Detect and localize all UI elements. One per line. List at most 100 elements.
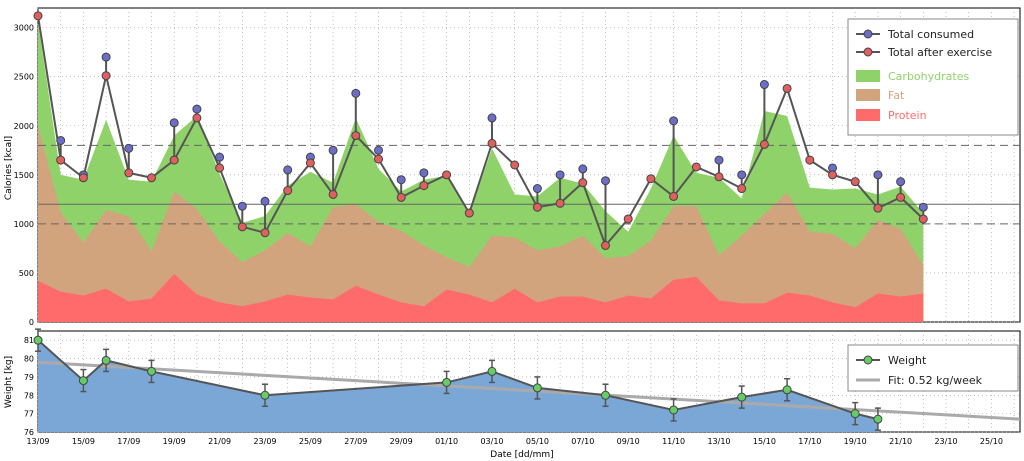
consumed-point xyxy=(555,170,565,180)
weight-point xyxy=(101,355,111,365)
consumed-point xyxy=(873,170,883,180)
consumed-point xyxy=(374,145,383,155)
consumed-point xyxy=(918,202,928,212)
legend-protein-label: Protein xyxy=(888,109,927,122)
after-exercise-point xyxy=(896,192,906,202)
x-tick-label: 21/09 xyxy=(208,437,231,446)
after-exercise-point xyxy=(759,139,769,149)
after-exercise-point xyxy=(169,155,179,165)
after-exercise-point xyxy=(374,154,383,164)
weight-y-tick-label: 76 xyxy=(24,428,34,437)
weight-point xyxy=(260,390,270,400)
after-exercise-point xyxy=(260,228,270,238)
x-tick-label: 23/09 xyxy=(253,437,276,446)
x-tick-label: 23/10 xyxy=(934,437,957,446)
weight-point xyxy=(782,385,792,395)
after-exercise-point xyxy=(192,113,202,123)
consumed-point xyxy=(737,170,747,180)
consumed-point xyxy=(56,135,66,145)
after-exercise-point xyxy=(351,131,361,141)
consumed-point xyxy=(419,168,429,178)
after-exercise-point xyxy=(918,214,928,224)
after-exercise-point xyxy=(601,240,610,250)
fat-area xyxy=(38,125,924,322)
legend-weight-marker xyxy=(863,355,873,365)
x-tick-label: 21/10 xyxy=(889,437,912,446)
protein-area xyxy=(38,273,924,322)
weight-y-tick-label: 78 xyxy=(24,391,34,400)
consumed-point xyxy=(896,177,906,187)
after-exercise-point xyxy=(669,191,679,201)
consumed-point xyxy=(124,143,134,153)
calories-y-tick-label: 3000 xyxy=(14,24,34,33)
after-exercise-point xyxy=(714,172,724,182)
weight-line xyxy=(37,339,879,421)
weight-y-axis-label: Weight [kg] xyxy=(4,356,14,408)
weight-point xyxy=(737,392,747,402)
x-tick-label: 13/10 xyxy=(707,437,730,446)
after-exercise-point xyxy=(805,155,815,165)
after-exercise-point xyxy=(101,71,111,81)
after-exercise-line xyxy=(37,15,924,248)
after-exercise-point xyxy=(147,173,156,183)
calories-legend: Total consumed Total after exercise Carb… xyxy=(847,18,1019,136)
after-exercise-point xyxy=(737,184,747,194)
after-exercise-point xyxy=(782,83,792,93)
after-exercise-point xyxy=(396,192,406,202)
after-exercise-point xyxy=(487,138,497,148)
after-exercise-point xyxy=(873,203,883,213)
after-exercise-point xyxy=(850,177,860,187)
calories-y-tick-label: 2500 xyxy=(14,73,34,82)
after-exercise-point xyxy=(305,158,315,168)
legend-carbs-swatch xyxy=(856,70,880,82)
consumed-point xyxy=(260,196,270,206)
weight-y-tick-label: 81 xyxy=(24,336,34,345)
consumed-point xyxy=(759,80,769,90)
weight-point xyxy=(147,366,156,376)
after-exercise-point xyxy=(510,160,520,170)
weight-legend: Weight Fit: 0.52 kg/week xyxy=(847,344,1019,392)
calories-y-tick-label: 1000 xyxy=(14,220,34,229)
x-tick-label: 15/10 xyxy=(753,437,776,446)
x-tick-label: 27/09 xyxy=(344,437,367,446)
x-tick-label: 25/09 xyxy=(299,437,322,446)
x-axis-label: Date [dd/mm] xyxy=(490,450,553,460)
after-exercise-point xyxy=(442,170,452,180)
after-exercise-point xyxy=(215,163,225,173)
consumed-point xyxy=(396,175,406,185)
after-exercise-point xyxy=(419,181,429,191)
after-exercise-point xyxy=(283,186,293,196)
after-exercise-point xyxy=(828,170,837,180)
x-tick-label: 15/09 xyxy=(72,437,95,446)
x-tick-label: 03/10 xyxy=(480,437,503,446)
legend-consumed-label: Total consumed xyxy=(887,28,974,41)
legend-after-exercise-marker xyxy=(863,47,873,57)
legend-fat-swatch xyxy=(856,89,880,101)
after-exercise-point xyxy=(691,162,701,172)
legend-consumed-marker xyxy=(863,29,873,39)
x-tick-label: 19/10 xyxy=(844,437,867,446)
consumed-point xyxy=(351,88,361,98)
weight-point xyxy=(532,383,542,393)
calories-y-tick-label: 2000 xyxy=(14,122,34,131)
after-exercise-point xyxy=(623,214,633,224)
consumed-point xyxy=(601,176,610,186)
x-tick-label: 11/10 xyxy=(662,437,685,446)
consumed-point xyxy=(714,155,724,165)
after-exercise-point xyxy=(646,174,656,184)
consumed-point xyxy=(283,165,293,175)
calories-y-tick-label: 500 xyxy=(19,269,34,278)
legend-fit-label: Fit: 0.52 kg/week xyxy=(888,374,983,387)
after-exercise-point xyxy=(328,189,338,199)
after-exercise-point xyxy=(555,198,565,208)
consumed-point xyxy=(578,164,588,174)
weight-y-tick-label: 77 xyxy=(24,410,34,419)
weight-y-tick-label: 79 xyxy=(24,373,34,382)
x-tick-label: 19/09 xyxy=(163,437,186,446)
legend-carbs-label: Carbohydrates xyxy=(888,70,969,83)
x-tick-label: 17/10 xyxy=(798,437,821,446)
weight-point xyxy=(601,390,610,400)
after-exercise-point xyxy=(56,155,66,165)
legend-protein-swatch xyxy=(856,109,880,121)
